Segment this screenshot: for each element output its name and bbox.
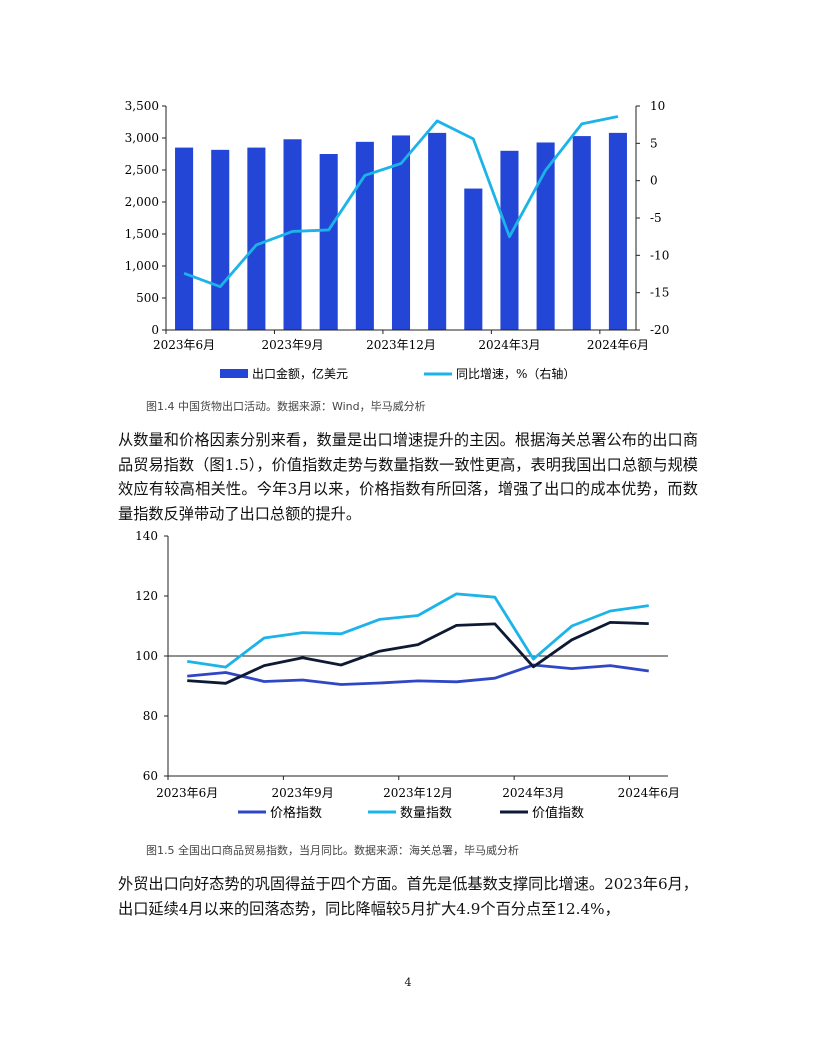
bar: [572, 136, 591, 330]
y-tick-label: 140: [135, 529, 158, 543]
left-tick-label: 3,000: [125, 131, 159, 145]
left-tick-label: 2,000: [125, 195, 159, 209]
figure-1-4-caption: 图1.4 中国货物出口活动。数据来源：Wind，毕马威分析: [146, 400, 426, 413]
legend-label: 数量指数: [400, 806, 452, 821]
bar: [175, 147, 194, 330]
y-tick-label: 80: [143, 709, 158, 723]
left-tick-label: 0: [151, 323, 159, 337]
trade-index-chart: 60 80 100 120 140 2023年6月 2023年9月 2023年12月 2024年…: [135, 529, 680, 821]
export-activity-chart: 0 500 1,000 1,500 2,000 2,500 3,000 3,500 -20 -15…: [125, 99, 670, 381]
bar: [211, 149, 230, 330]
bar: [319, 154, 338, 330]
bar: [500, 150, 519, 330]
bar: [247, 147, 266, 330]
legend-bar-label: 出口金额，亿美元: [252, 366, 348, 381]
series-line: [187, 621, 649, 685]
bar: [608, 132, 627, 330]
legend-bar-swatch: [220, 369, 248, 378]
bar: [536, 142, 555, 330]
figure-1-5-caption: 图1.5 全国出口商品贸易指数，当月同比。数据来源：海关总署，毕马威分析: [146, 844, 519, 857]
x-tick-label: 2023年6月: [153, 338, 215, 352]
paragraph-four-factors: 外贸出口向好态势的巩固得益于四个方面。首先是低基数支撑同比增速。2023年6月，…: [118, 875, 698, 918]
series-line: [187, 592, 649, 669]
paragraph-quantity-price: 从数量和价格因素分别来看，数量是出口增速提升的主因。根据海关总署公布的出口商品贸…: [118, 431, 698, 523]
bar: [464, 188, 483, 330]
bar: [428, 132, 447, 330]
left-tick-label: 1,500: [125, 227, 159, 241]
y-tick-label: 100: [135, 649, 158, 663]
x-tick-label: 2023年12月: [366, 338, 436, 352]
legend-label: 价格指数: [270, 805, 322, 821]
bar: [391, 135, 411, 330]
left-tick-label: 2,500: [125, 163, 159, 177]
bar: [283, 139, 302, 330]
right-tick-label: -15: [650, 286, 669, 300]
x-tick-label: 2023年9月: [272, 786, 334, 800]
bar: [355, 141, 374, 330]
legend-line-label: 同比增速，%（右轴）: [456, 366, 575, 381]
right-tick-label: -20: [650, 323, 669, 337]
page-number: 4: [404, 976, 412, 989]
x-tick-label: 2024年3月: [502, 786, 564, 800]
x-tick-label: 2023年12月: [383, 786, 453, 800]
y-tick-label: 60: [143, 769, 158, 783]
x-tick-label: 2024年6月: [587, 338, 649, 352]
left-tick-label: 500: [136, 291, 159, 305]
left-tick-label: 3,500: [125, 99, 159, 113]
right-tick-label: 5: [650, 136, 658, 150]
x-tick-label: 2024年6月: [618, 786, 680, 800]
series-line: [187, 663, 649, 686]
left-tick-label: 1,000: [125, 259, 159, 273]
y-tick-label: 120: [135, 589, 158, 603]
right-tick-label: -5: [650, 211, 662, 225]
growth-line: [183, 115, 619, 289]
x-tick-label: 2024年3月: [478, 338, 540, 352]
x-tick-label: 2023年9月: [261, 338, 323, 352]
right-tick-label: -10: [650, 248, 669, 262]
legend-label: 价值指数: [532, 805, 584, 821]
right-tick-label: 10: [650, 99, 665, 113]
x-tick-label: 2023年6月: [156, 786, 218, 800]
right-tick-label: 0: [650, 174, 658, 188]
